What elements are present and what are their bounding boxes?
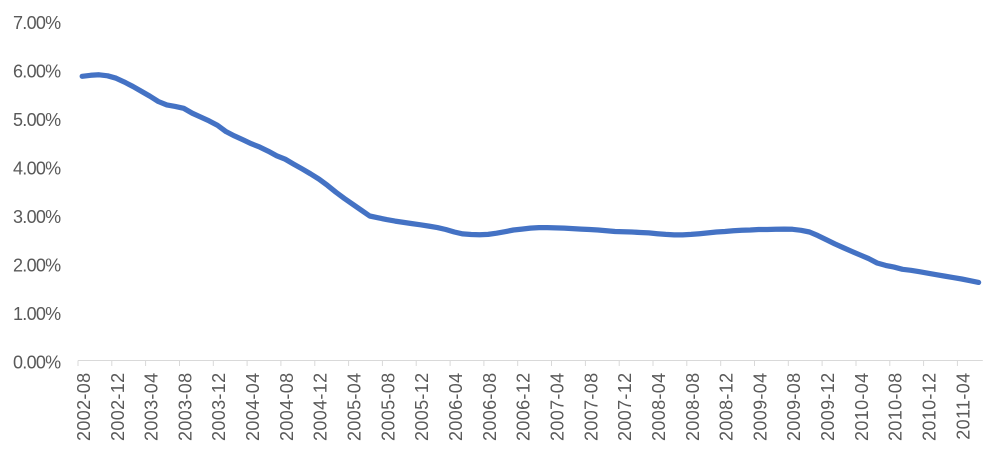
svg-text:2004-04: 2004-04	[243, 373, 263, 442]
svg-text:2008-12: 2008-12	[717, 373, 737, 442]
svg-text:2006-04: 2006-04	[446, 373, 466, 442]
svg-text:2010-12: 2010-12	[920, 373, 940, 442]
svg-text:2005-08: 2005-08	[378, 373, 398, 442]
svg-text:2003-04: 2003-04	[142, 373, 162, 442]
svg-text:2002-12: 2002-12	[108, 373, 128, 442]
svg-text:2011-04: 2011-04	[953, 373, 973, 440]
svg-text:2007-08: 2007-08	[581, 373, 601, 442]
svg-text:2007-04: 2007-04	[548, 373, 568, 442]
svg-text:2008-04: 2008-04	[649, 373, 669, 442]
svg-text:6.00%: 6.00%	[13, 62, 61, 82]
svg-text:7.00%: 7.00%	[13, 13, 61, 33]
svg-text:2009-08: 2009-08	[784, 373, 804, 442]
svg-text:2008-08: 2008-08	[683, 373, 703, 442]
svg-text:0.00%: 0.00%	[13, 353, 61, 373]
svg-text:2004-12: 2004-12	[311, 373, 331, 442]
svg-text:2010-08: 2010-08	[886, 373, 906, 442]
svg-text:5.00%: 5.00%	[13, 110, 61, 130]
svg-text:2009-04: 2009-04	[750, 373, 770, 442]
svg-text:2010-04: 2010-04	[852, 373, 872, 442]
svg-text:2005-04: 2005-04	[345, 373, 365, 442]
svg-text:3.00%: 3.00%	[13, 207, 61, 227]
svg-text:2005-12: 2005-12	[412, 373, 432, 442]
svg-text:2009-12: 2009-12	[818, 373, 838, 442]
svg-text:2006-12: 2006-12	[514, 373, 534, 442]
svg-text:2004-08: 2004-08	[277, 373, 297, 442]
svg-text:4.00%: 4.00%	[13, 159, 61, 179]
svg-text:2.00%: 2.00%	[13, 256, 61, 276]
svg-text:2007-12: 2007-12	[615, 373, 635, 442]
svg-text:2002-08: 2002-08	[74, 373, 94, 442]
svg-text:2006-08: 2006-08	[480, 373, 500, 442]
svg-text:1.00%: 1.00%	[13, 304, 61, 324]
svg-text:2003-12: 2003-12	[209, 373, 229, 442]
svg-text:2003-08: 2003-08	[175, 373, 195, 442]
